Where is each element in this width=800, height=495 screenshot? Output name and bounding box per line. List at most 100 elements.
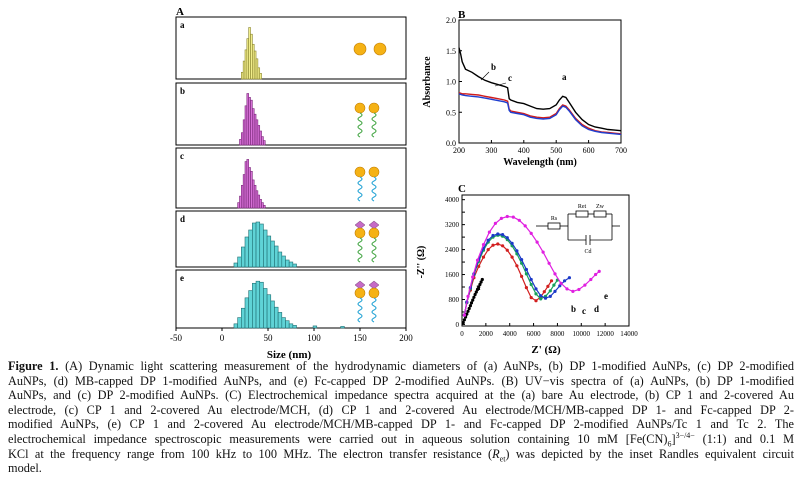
panel-a-bar — [281, 255, 286, 268]
panel-a-x-tick-label: 0 — [220, 333, 225, 343]
panel-a-bar — [263, 229, 268, 268]
panel-c-point — [539, 297, 543, 301]
panel-a-subpanel-a: a — [175, 16, 407, 80]
panel-c-point — [510, 241, 514, 245]
panel-a-bar — [288, 261, 294, 268]
panel-c-x-tick-label: 2000 — [479, 330, 494, 338]
panel-c-point — [511, 215, 515, 219]
panel-a-x-axis-label: Size (nm) — [267, 349, 312, 360]
panel-a-x-tick-label: 150 — [353, 333, 367, 343]
dp2-aunps-icon — [354, 166, 380, 202]
panel-a-frame-e — [175, 269, 407, 329]
panel-c-point — [529, 277, 533, 282]
panel-c-series-c — [462, 233, 560, 317]
panel-c-point — [571, 289, 575, 293]
panel-b-x-tick-label: 600 — [583, 146, 595, 155]
panel-c-curve-label-b: b — [571, 304, 576, 314]
panel-c-series-e — [462, 214, 601, 317]
panel-c-point — [553, 289, 557, 293]
caption-text: KCl at the frequency range from 100 kHz … — [8, 446, 493, 461]
panel-a-bar — [263, 205, 266, 209]
panel-a-bar — [266, 235, 272, 268]
panel-c-point — [534, 299, 538, 303]
panel-c-point — [471, 298, 475, 302]
panel-b-plot-frame — [458, 19, 622, 144]
panel-a-sublabel-d: d — [180, 214, 185, 224]
panel-a-x-tick-label: 50 — [264, 333, 274, 343]
panel-c-x-tick-label: 14000 — [620, 330, 638, 338]
panel-a-bar — [237, 317, 242, 329]
panel-c-series-d — [462, 232, 572, 317]
panel-c-x-axis-label: Z' (Ω) — [531, 344, 561, 356]
panel-c-point — [462, 313, 466, 317]
panel-c-point — [583, 283, 587, 287]
caption-text: et — [499, 454, 506, 464]
caption-line: electrochemical impedance spectroscopic … — [8, 430, 794, 449]
panel-c-point — [510, 255, 514, 259]
caption-text: 6 — [667, 439, 672, 449]
panel-c-x-tick-label: 0 — [460, 330, 464, 338]
panel-a-bar — [248, 290, 253, 329]
panel-a-bar — [233, 323, 238, 329]
panel-a-bar — [248, 229, 253, 268]
panel-c-series-a — [461, 277, 484, 325]
panel-c-point — [466, 309, 470, 313]
panel-c-point — [541, 250, 545, 254]
caption-line: AuNPs, (d) MB-capped DP 1-modified AuNPs… — [8, 374, 794, 389]
caption-text: electrode, (c) CP 1 and 2-covered Au ele… — [8, 402, 794, 417]
panel-b-curve-label-b: b — [491, 62, 496, 72]
panel-c-point — [539, 294, 543, 298]
panel-a-sublabel-a: a — [180, 20, 185, 30]
panel-c-point — [534, 292, 538, 296]
panel-c-point — [553, 272, 557, 276]
panel-c-point — [480, 277, 484, 282]
panel-a-bar — [233, 262, 238, 268]
panel-b-y-tick-label: 1.5 — [446, 47, 456, 56]
panel-c-point — [501, 233, 505, 237]
panel-b-curve-b — [458, 91, 622, 135]
panel-c-point — [462, 318, 466, 322]
panel-c-point — [559, 281, 563, 285]
panel-a-bar — [292, 263, 297, 268]
panel-a-frame-a — [175, 16, 407, 80]
caption-text: AuNPs, and (c) DP 2-modified AuNPs. (C) … — [8, 388, 794, 403]
inset-ret-label: Ret — [578, 204, 587, 210]
panel-b-x-tick-label: 200 — [453, 146, 465, 155]
panel-a-bar — [274, 306, 279, 329]
panel-c-point — [486, 248, 490, 252]
panel-b-curve-label-a: a — [562, 72, 567, 82]
panel-a-subpanel-d: d — [175, 210, 407, 268]
panel-a-bar — [263, 288, 268, 329]
panel-c-point — [548, 294, 552, 298]
caption-line: model. — [8, 461, 794, 476]
fc-dp2-aunps-icon — [354, 280, 380, 323]
caption-line: electrode, (c) CP 1 and 2-covered Au ele… — [8, 403, 794, 418]
panel-c-point — [543, 296, 548, 300]
panel-c-point — [515, 264, 519, 268]
panel-a-bar — [237, 256, 242, 268]
panel-c-point — [517, 218, 521, 222]
panel-a-bar — [255, 280, 261, 329]
panel-c-point — [534, 287, 538, 291]
panel-c-curve-label-a: a — [476, 282, 481, 292]
panel-c-point — [549, 279, 554, 283]
au-nanoparticles-icon — [353, 42, 387, 56]
panel-c-point — [481, 243, 486, 247]
panel-c-point — [589, 277, 593, 282]
panel-a-bar — [241, 307, 246, 329]
caption-text: (A) Dynamic light scattering measurement… — [58, 359, 794, 373]
panel-c-curve-labels: a b c de — [476, 282, 608, 316]
panel-c-curve-label-d: d — [594, 304, 599, 314]
panel-c-point — [565, 287, 569, 291]
panel-c-point — [529, 282, 533, 287]
panel-c-point — [467, 306, 471, 311]
panel-c-x-tick-label: 12000 — [596, 330, 614, 338]
caption-text: 3−/4− — [675, 430, 695, 440]
panel-a-bar — [270, 300, 275, 329]
panel-c-x-tick-label: 4000 — [503, 330, 518, 338]
panel-a-bar — [274, 245, 279, 268]
panel-c-point — [479, 280, 483, 284]
panel-c-point — [493, 221, 497, 225]
panel-a-bar — [244, 236, 249, 268]
